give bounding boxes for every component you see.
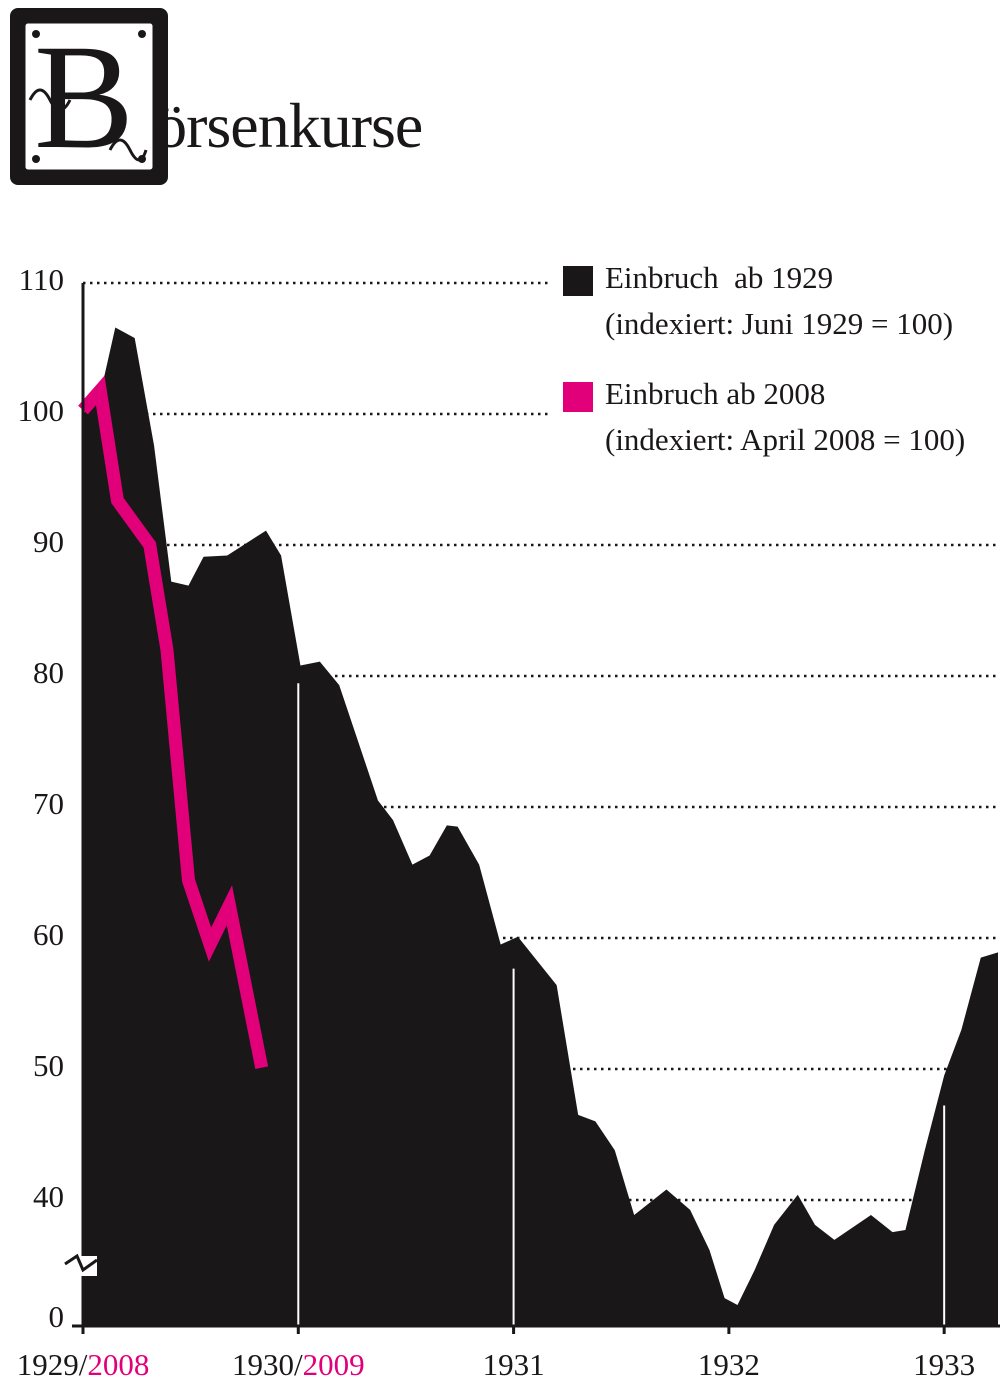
x-tick-label: 1933: [913, 1347, 975, 1382]
y-tick-label: 90: [33, 524, 64, 559]
y-tick-label: 0: [49, 1299, 65, 1334]
initial-ornament: [10, 8, 168, 185]
legend-label: Einbruch ab 1929: [605, 260, 833, 295]
y-tick-label: 60: [33, 917, 64, 952]
y-tick-label: 50: [33, 1048, 64, 1083]
area: [83, 327, 998, 1326]
y-tick-label: 100: [18, 393, 65, 428]
x2-tick-label: 2009: [303, 1347, 365, 1382]
x-tick-label-year: 1933: [913, 1347, 975, 1382]
y-tick-label: 40: [33, 1179, 64, 1214]
y-tick-label: 70: [33, 786, 64, 821]
x2-tick-label: 2008: [87, 1347, 149, 1382]
x-tick-label-year: 1931: [483, 1347, 545, 1382]
legend-background: [550, 258, 1000, 470]
x-tick-label: 1930/2009: [232, 1347, 365, 1382]
line: [78, 375, 269, 1069]
axis-break: [64, 1253, 98, 1273]
legend-label: Einbruch ab 2008: [605, 376, 825, 411]
legend-swatch: [563, 382, 593, 412]
legend-swatch: [563, 266, 593, 296]
y-tick-label: 110: [19, 262, 64, 297]
chart-title: Börsenkurse: [34, 14, 423, 180]
x-tick-label: 1932: [698, 1347, 760, 1382]
x-tick-label-year: 1932: [698, 1347, 760, 1382]
legend-description: (indexiert: April 2008 = 100): [605, 422, 965, 457]
x-tick-label: 1931: [483, 1347, 545, 1382]
x-tick-label: 1929/2008: [17, 1347, 150, 1382]
axis-break-gap: [69, 1256, 97, 1276]
y-tick-label: 80: [33, 655, 64, 690]
x-tick-label-year: 1930/: [232, 1347, 303, 1382]
legend-description: (indexiert: Juni 1929 = 100): [605, 306, 953, 341]
x-tick-label-year: 1929/: [17, 1347, 88, 1382]
